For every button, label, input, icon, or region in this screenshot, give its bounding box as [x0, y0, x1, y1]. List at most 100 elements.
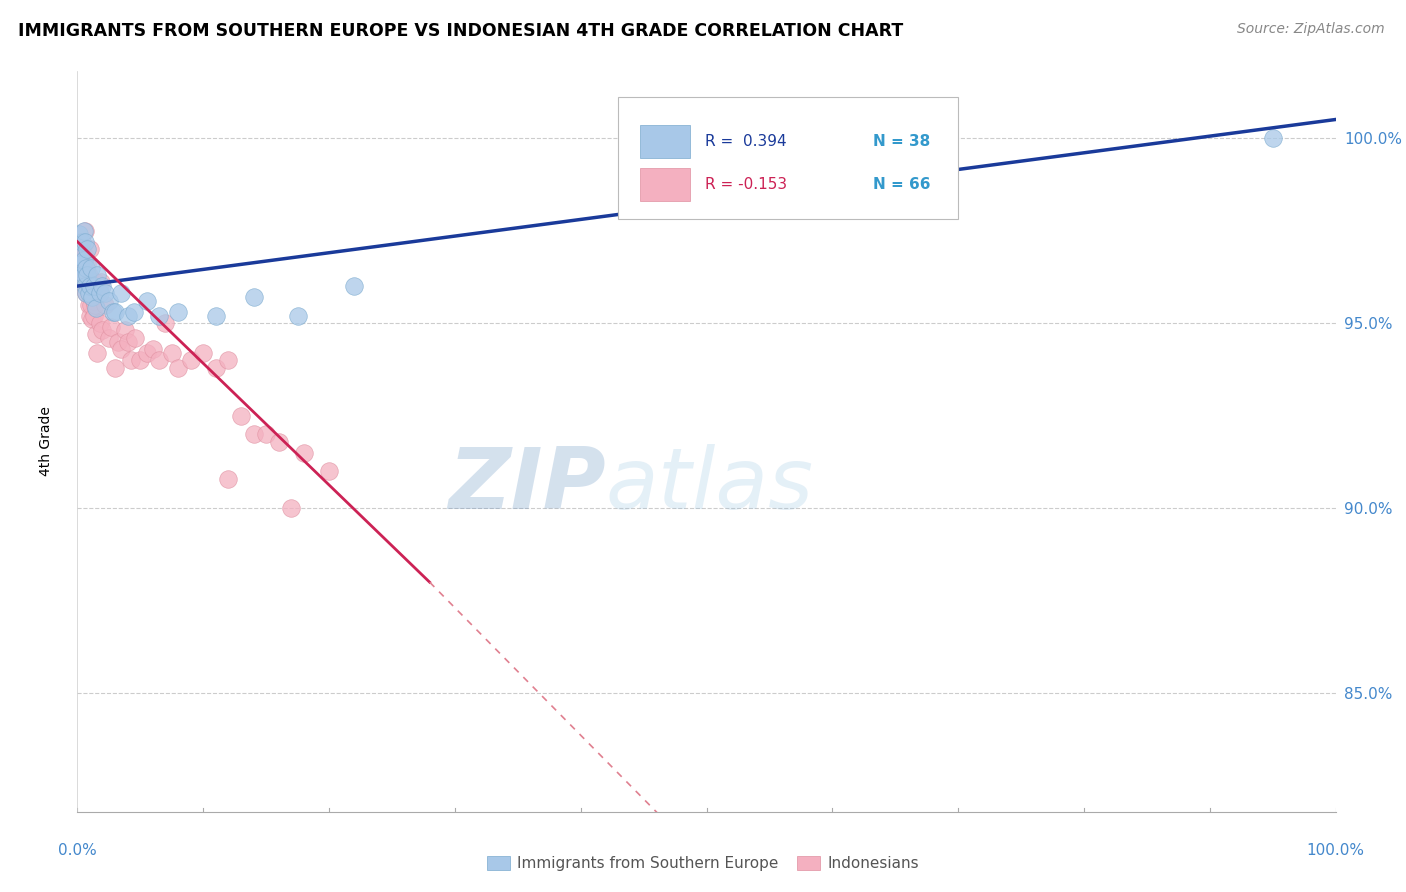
Point — [86, 345, 108, 359]
Point — [75, 286, 97, 301]
Point — [104, 305, 127, 319]
Text: 4th Grade: 4th Grade — [39, 407, 53, 476]
Point — [82, 286, 104, 301]
FancyBboxPatch shape — [619, 97, 959, 219]
Point — [135, 345, 157, 359]
Point — [80, 279, 103, 293]
Point — [1261, 131, 1284, 145]
Point — [77, 286, 100, 301]
Point — [90, 276, 112, 290]
Point — [155, 316, 177, 330]
Point — [72, 253, 94, 268]
Point — [69, 249, 91, 263]
Point — [70, 257, 93, 271]
FancyBboxPatch shape — [640, 168, 690, 202]
Point — [142, 342, 165, 356]
Point — [107, 334, 129, 349]
Point — [70, 257, 93, 271]
Point — [80, 297, 103, 311]
Point — [67, 235, 90, 249]
Point — [104, 360, 127, 375]
Point — [87, 283, 110, 297]
Point — [120, 353, 142, 368]
Point — [318, 464, 340, 478]
Point — [97, 293, 120, 308]
Point — [267, 434, 290, 449]
Point — [72, 235, 94, 249]
Point — [280, 501, 302, 516]
Point — [72, 257, 94, 271]
Point — [229, 409, 252, 423]
Point — [77, 268, 100, 282]
Point — [76, 257, 98, 271]
Text: atlas: atlas — [606, 444, 814, 527]
Point — [86, 268, 108, 282]
Point — [82, 290, 104, 304]
Point — [292, 445, 315, 459]
Point — [73, 235, 96, 249]
Point — [82, 312, 104, 326]
Point — [160, 345, 183, 359]
Point — [91, 279, 114, 293]
Point — [122, 305, 145, 319]
Point — [79, 279, 101, 293]
Text: IMMIGRANTS FROM SOUTHERN EUROPE VS INDONESIAN 4TH GRADE CORRELATION CHART: IMMIGRANTS FROM SOUTHERN EUROPE VS INDON… — [18, 22, 904, 40]
Point — [72, 268, 94, 282]
Point — [80, 260, 103, 275]
Point — [84, 276, 107, 290]
Point — [110, 286, 132, 301]
Point — [100, 319, 122, 334]
Point — [76, 242, 98, 256]
Text: Source: ZipAtlas.com: Source: ZipAtlas.com — [1237, 22, 1385, 37]
Point — [89, 316, 111, 330]
Point — [135, 293, 157, 308]
Text: R =  0.394: R = 0.394 — [706, 134, 787, 149]
Point — [67, 242, 90, 256]
Text: R = -0.153: R = -0.153 — [706, 178, 787, 192]
Point — [75, 260, 97, 275]
Point — [254, 427, 277, 442]
Point — [69, 249, 91, 263]
Point — [204, 360, 226, 375]
Point — [67, 227, 90, 242]
Point — [72, 242, 94, 256]
Point — [148, 353, 170, 368]
Point — [73, 223, 96, 237]
Point — [124, 331, 146, 345]
Point — [73, 279, 96, 293]
Point — [148, 309, 170, 323]
Point — [94, 297, 117, 311]
Point — [83, 293, 105, 308]
Point — [76, 268, 98, 282]
Point — [73, 249, 96, 263]
Point — [167, 305, 190, 319]
Point — [242, 427, 264, 442]
Point — [77, 297, 100, 311]
Point — [75, 264, 97, 278]
Point — [83, 279, 105, 293]
Text: 100.0%: 100.0% — [1306, 843, 1365, 858]
Point — [180, 353, 202, 368]
Point — [343, 279, 366, 293]
Text: ZIP: ZIP — [449, 444, 606, 527]
Point — [167, 360, 190, 375]
Point — [129, 353, 152, 368]
Point — [117, 309, 139, 323]
Point — [97, 331, 120, 345]
Point — [91, 323, 114, 337]
Point — [191, 345, 215, 359]
Point — [117, 334, 139, 349]
Point — [101, 305, 124, 319]
Point — [217, 353, 239, 368]
Point — [70, 242, 93, 256]
Point — [79, 242, 101, 256]
Point — [287, 309, 309, 323]
Point — [73, 279, 96, 293]
Point — [72, 276, 94, 290]
Point — [110, 342, 132, 356]
Point — [69, 235, 91, 249]
Point — [72, 271, 94, 285]
Point — [84, 327, 107, 342]
Point — [204, 309, 226, 323]
Point — [89, 286, 111, 301]
